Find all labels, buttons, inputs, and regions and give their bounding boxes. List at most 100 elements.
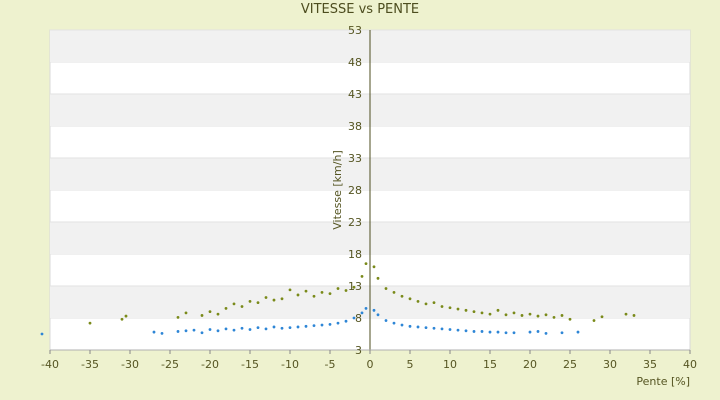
data-point <box>392 291 396 294</box>
x-tick-label: -40 <box>41 358 59 371</box>
data-point <box>232 328 236 332</box>
data-point <box>240 305 244 308</box>
data-point <box>248 328 252 331</box>
data-point <box>240 326 244 330</box>
data-point <box>528 312 532 316</box>
data-point <box>560 331 564 335</box>
data-point <box>364 307 368 310</box>
y-tick-label: 38 <box>348 120 362 133</box>
data-point <box>632 314 636 317</box>
x-tick-label: -20 <box>201 358 219 371</box>
data-point <box>344 289 348 292</box>
x-tick-label: 10 <box>443 358 457 371</box>
y-tick-label: 3 <box>355 344 362 357</box>
data-point <box>552 315 556 319</box>
data-point <box>200 314 204 317</box>
data-point <box>536 314 540 318</box>
data-point <box>480 330 484 333</box>
data-point <box>448 328 452 331</box>
data-point <box>152 330 156 334</box>
data-point <box>408 297 412 301</box>
data-point <box>496 330 500 334</box>
data-point <box>360 275 364 278</box>
data-point <box>256 301 260 305</box>
data-point <box>464 308 468 312</box>
data-point <box>176 330 180 333</box>
data-point <box>288 288 292 292</box>
x-tick-label: 15 <box>483 358 497 371</box>
data-point <box>472 330 476 333</box>
data-point <box>400 294 404 298</box>
y-tick-label: 33 <box>348 152 362 165</box>
data-point <box>160 331 164 335</box>
data-point <box>520 314 524 317</box>
x-tick-label: 20 <box>523 358 537 371</box>
data-point <box>304 324 308 328</box>
data-point <box>344 319 348 323</box>
x-tick-label: -15 <box>241 358 259 371</box>
data-point <box>372 265 376 269</box>
data-point <box>296 325 300 329</box>
data-point <box>296 293 300 297</box>
data-point <box>544 313 548 317</box>
data-point <box>456 328 460 332</box>
data-point <box>124 314 128 318</box>
data-point <box>288 326 292 329</box>
data-point <box>592 319 596 322</box>
data-point <box>328 323 332 326</box>
data-point <box>184 311 188 315</box>
data-point <box>504 313 508 317</box>
x-tick-label: 30 <box>603 358 617 371</box>
data-point <box>264 327 268 331</box>
y-tick-label: 43 <box>348 88 362 101</box>
data-point <box>432 326 436 330</box>
y-tick-label: 48 <box>348 56 362 69</box>
data-point <box>40 332 44 336</box>
x-tick-label: 0 <box>367 358 374 371</box>
data-point <box>424 302 428 306</box>
data-point <box>488 312 492 316</box>
data-point <box>320 291 324 294</box>
data-point <box>352 285 356 289</box>
x-tick-label: 5 <box>407 358 414 371</box>
data-point <box>392 321 396 325</box>
data-point <box>576 330 580 334</box>
chart-title: VITESSE vs PENTE <box>300 2 420 17</box>
data-point <box>256 326 260 329</box>
data-point <box>360 311 364 315</box>
y-axis-label: Vitesse [km/h] <box>331 150 344 230</box>
data-point <box>512 331 516 335</box>
data-point <box>280 326 284 330</box>
data-point <box>440 327 444 331</box>
data-point <box>536 330 540 333</box>
data-point <box>216 329 220 333</box>
x-tick-label: -10 <box>281 358 299 371</box>
data-point <box>280 297 284 301</box>
data-point <box>272 298 276 302</box>
data-point <box>192 328 196 332</box>
data-point <box>424 326 428 329</box>
data-point <box>352 316 356 320</box>
data-point <box>624 312 628 316</box>
data-point <box>320 323 324 327</box>
data-point <box>472 310 476 313</box>
data-point <box>372 308 376 312</box>
x-tick-label: 35 <box>643 358 657 371</box>
data-point <box>464 329 468 333</box>
data-point <box>440 305 444 308</box>
data-point <box>504 331 508 335</box>
data-point <box>336 287 340 290</box>
data-point <box>248 299 252 303</box>
x-tick-label: 25 <box>563 358 577 371</box>
data-point <box>544 331 548 335</box>
data-point <box>480 311 484 315</box>
x-tick-label: -35 <box>81 358 99 371</box>
data-point <box>176 315 180 319</box>
data-point <box>384 319 388 322</box>
data-point <box>560 314 564 317</box>
y-tick-label: 28 <box>348 184 362 197</box>
data-point <box>400 323 404 327</box>
data-point <box>328 292 332 296</box>
